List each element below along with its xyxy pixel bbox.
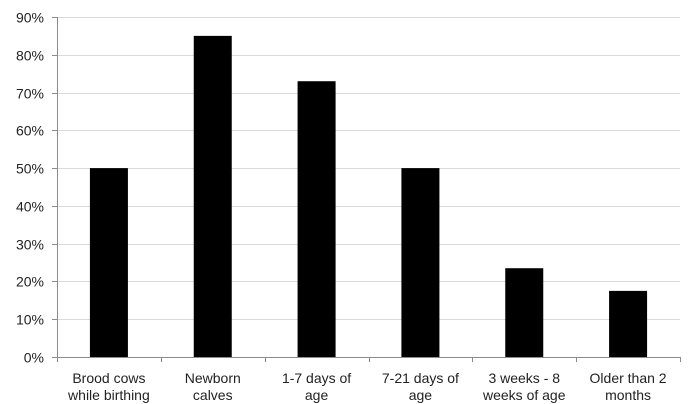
x-category-label: Newborn calves: [185, 370, 241, 403]
y-tick-label: 50%: [16, 161, 44, 177]
x-category-label-line: Brood cows: [72, 370, 145, 386]
x-category-label-line: 3 weeks - 8: [488, 370, 560, 386]
x-category-label: Brood cows while birthing: [67, 370, 150, 403]
x-category-label-line: months: [605, 387, 651, 403]
y-tick-label: 70%: [16, 86, 44, 102]
x-category-label-line: 7-21 days of: [382, 370, 459, 386]
bars: [89, 35, 648, 358]
x-category-label: 3 weeks - 8 weeks of age: [482, 370, 566, 403]
y-tick-label: 60%: [16, 123, 44, 139]
bar: [505, 268, 544, 357]
y-tick-label: 20%: [16, 274, 44, 290]
y-tick-label: 80%: [16, 48, 44, 64]
y-axis-tick-labels: 0% 10% 20% 30% 40% 50% 60% 70% 80% 90%: [16, 10, 44, 366]
bar: [401, 168, 440, 357]
x-axis-category-labels: Brood cows while birthing Newborn calves 1-7…: [67, 370, 667, 403]
x-category-label-line: Older than 2: [590, 370, 667, 386]
x-category-label-line: age: [409, 387, 433, 403]
y-tick-label: 10%: [16, 312, 44, 328]
x-category-label: Older than 2 months: [590, 370, 667, 403]
x-category-label-line: 1-7 days of: [282, 370, 351, 386]
gridlines: [57, 17, 680, 320]
y-tick-label: 0%: [24, 350, 44, 366]
x-category-label-line: calves: [193, 387, 233, 403]
x-category-label-line: weeks of age: [482, 387, 566, 403]
bar: [89, 168, 128, 357]
bar: [193, 35, 232, 358]
x-category-label: 1-7 days of age: [282, 370, 351, 403]
bar: [297, 81, 336, 357]
y-tick-label: 30%: [16, 237, 44, 253]
bar: [609, 290, 648, 357]
x-category-label-line: age: [305, 387, 329, 403]
axes: [52, 17, 681, 362]
x-category-label-line: while birthing: [67, 387, 150, 403]
y-tick-label: 40%: [16, 199, 44, 215]
x-category-label-line: Newborn: [185, 370, 241, 386]
y-tick-label: 90%: [16, 10, 44, 26]
x-category-label: 7-21 days of age: [382, 370, 459, 403]
